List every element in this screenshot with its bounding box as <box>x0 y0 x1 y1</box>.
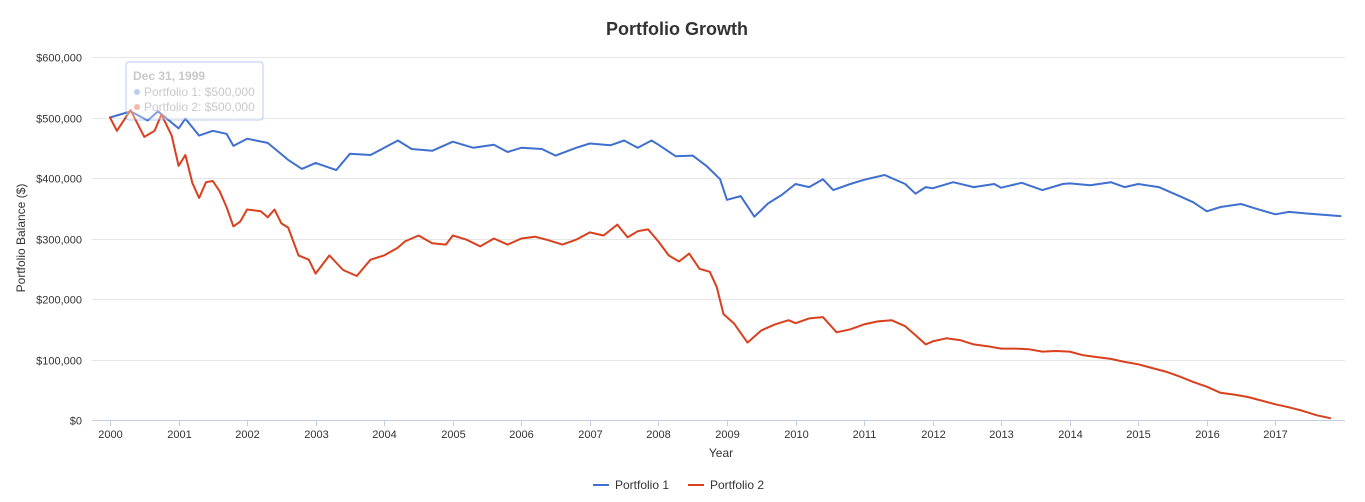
y-tick-label: $0 <box>70 416 82 428</box>
legend-item-portfolio-2[interactable]: Portfolio 2 <box>688 478 764 492</box>
x-tick-label: 2009 <box>715 429 739 441</box>
x-axis: 2000 2001 2002 2003 2004 2005 2006 2007 2008 2009… <box>98 420 1288 441</box>
tooltip-portfolio1-marker <box>134 89 140 95</box>
y-tick-label: $300,000 <box>36 235 82 247</box>
y-tick-label: $200,000 <box>36 295 82 307</box>
tooltip-date: Dec 31, 1999 <box>133 69 205 83</box>
tooltip-portfolio1-value: Portfolio 1: $500,000 <box>144 85 255 99</box>
x-axis-label: Year <box>709 446 733 460</box>
x-tick-label: 2000 <box>98 429 122 441</box>
x-tick-label: 2006 <box>509 429 533 441</box>
y-tick-label: $600,000 <box>36 53 82 65</box>
x-tick-label: 2001 <box>167 429 191 441</box>
x-tick-label: 2012 <box>921 429 945 441</box>
x-tick-label: 2015 <box>1126 429 1150 441</box>
grid-lines <box>92 57 1345 421</box>
x-tick-label: 2008 <box>646 429 670 441</box>
x-tick-label: 2010 <box>784 429 808 441</box>
y-axis-label: Portfolio Balance ($) <box>14 184 28 293</box>
legend-label: Portfolio 2 <box>710 478 764 492</box>
x-tick-label: 2016 <box>1195 429 1219 441</box>
y-tick-label: $400,000 <box>36 174 82 186</box>
legend-label: Portfolio 1 <box>615 478 669 492</box>
tooltip-portfolio2-marker <box>134 104 140 110</box>
series-line-portfolio-1[interactable] <box>109 110 1342 218</box>
tooltip-box <box>125 61 264 121</box>
x-tick-label: 2014 <box>1058 429 1082 441</box>
series-line-portfolio-2[interactable] <box>109 109 1332 420</box>
x-tick-label: 2013 <box>989 429 1013 441</box>
x-tick-label: 2004 <box>372 429 396 441</box>
x-tick-label: 2005 <box>441 429 465 441</box>
x-tick-label: 2011 <box>853 429 877 441</box>
x-tick-label: 2017 <box>1263 429 1287 441</box>
x-tick-label: 2007 <box>578 429 602 441</box>
tooltip-portfolio2-value: Portfolio 2: $500,000 <box>144 100 255 114</box>
legend[interactable]: Portfolio 1 Portfolio 2 <box>593 478 764 492</box>
y-axis: $0 $100,000 $200,000 $300,000 $400,000 $500,0… <box>36 53 82 428</box>
tooltip: Dec 31, 1999 Portfolio 1: $500,000 Portf… <box>125 61 264 121</box>
y-tick-label: $100,000 <box>36 356 82 368</box>
x-tick-label: 2002 <box>235 429 259 441</box>
series-lines[interactable] <box>109 109 1342 420</box>
x-tick-label: 2003 <box>304 429 328 441</box>
y-tick-label: $500,000 <box>36 114 82 126</box>
legend-item-portfolio-1[interactable]: Portfolio 1 <box>593 478 669 492</box>
chart-title: Portfolio Growth <box>606 19 748 39</box>
